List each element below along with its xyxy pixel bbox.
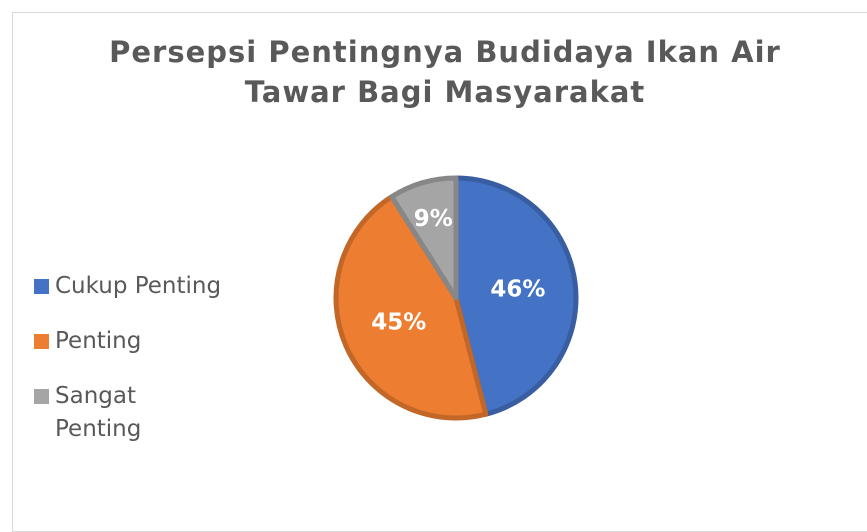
legend-item: Penting bbox=[34, 325, 234, 358]
legend-swatch bbox=[34, 279, 49, 294]
page: Persepsi Pentingnya Budidaya Ikan Air Ta… bbox=[12, 12, 867, 532]
legend-item: Sangat Penting bbox=[34, 380, 234, 446]
legend-label: Cukup Penting bbox=[55, 273, 222, 299]
legend-item: Cukup Penting bbox=[34, 270, 234, 303]
pie-slice bbox=[333, 194, 489, 421]
chart: 46% 45% 9% bbox=[333, 175, 579, 421]
legend-label: Sangat Penting bbox=[55, 383, 142, 442]
data-label: 45% bbox=[371, 309, 426, 335]
pie-slice bbox=[389, 175, 459, 301]
legend-swatch bbox=[34, 334, 49, 349]
pie-slice bbox=[453, 175, 579, 417]
chart-title: Persepsi Pentingnya Budidaya Ikan Air Ta… bbox=[109, 35, 781, 109]
data-label: 46% bbox=[490, 277, 545, 303]
legend-label: Penting bbox=[55, 328, 142, 354]
legend: Cukup Penting Penting Sangat Penting bbox=[34, 270, 234, 468]
data-label: 9% bbox=[414, 206, 453, 232]
legend-swatch bbox=[34, 389, 49, 404]
